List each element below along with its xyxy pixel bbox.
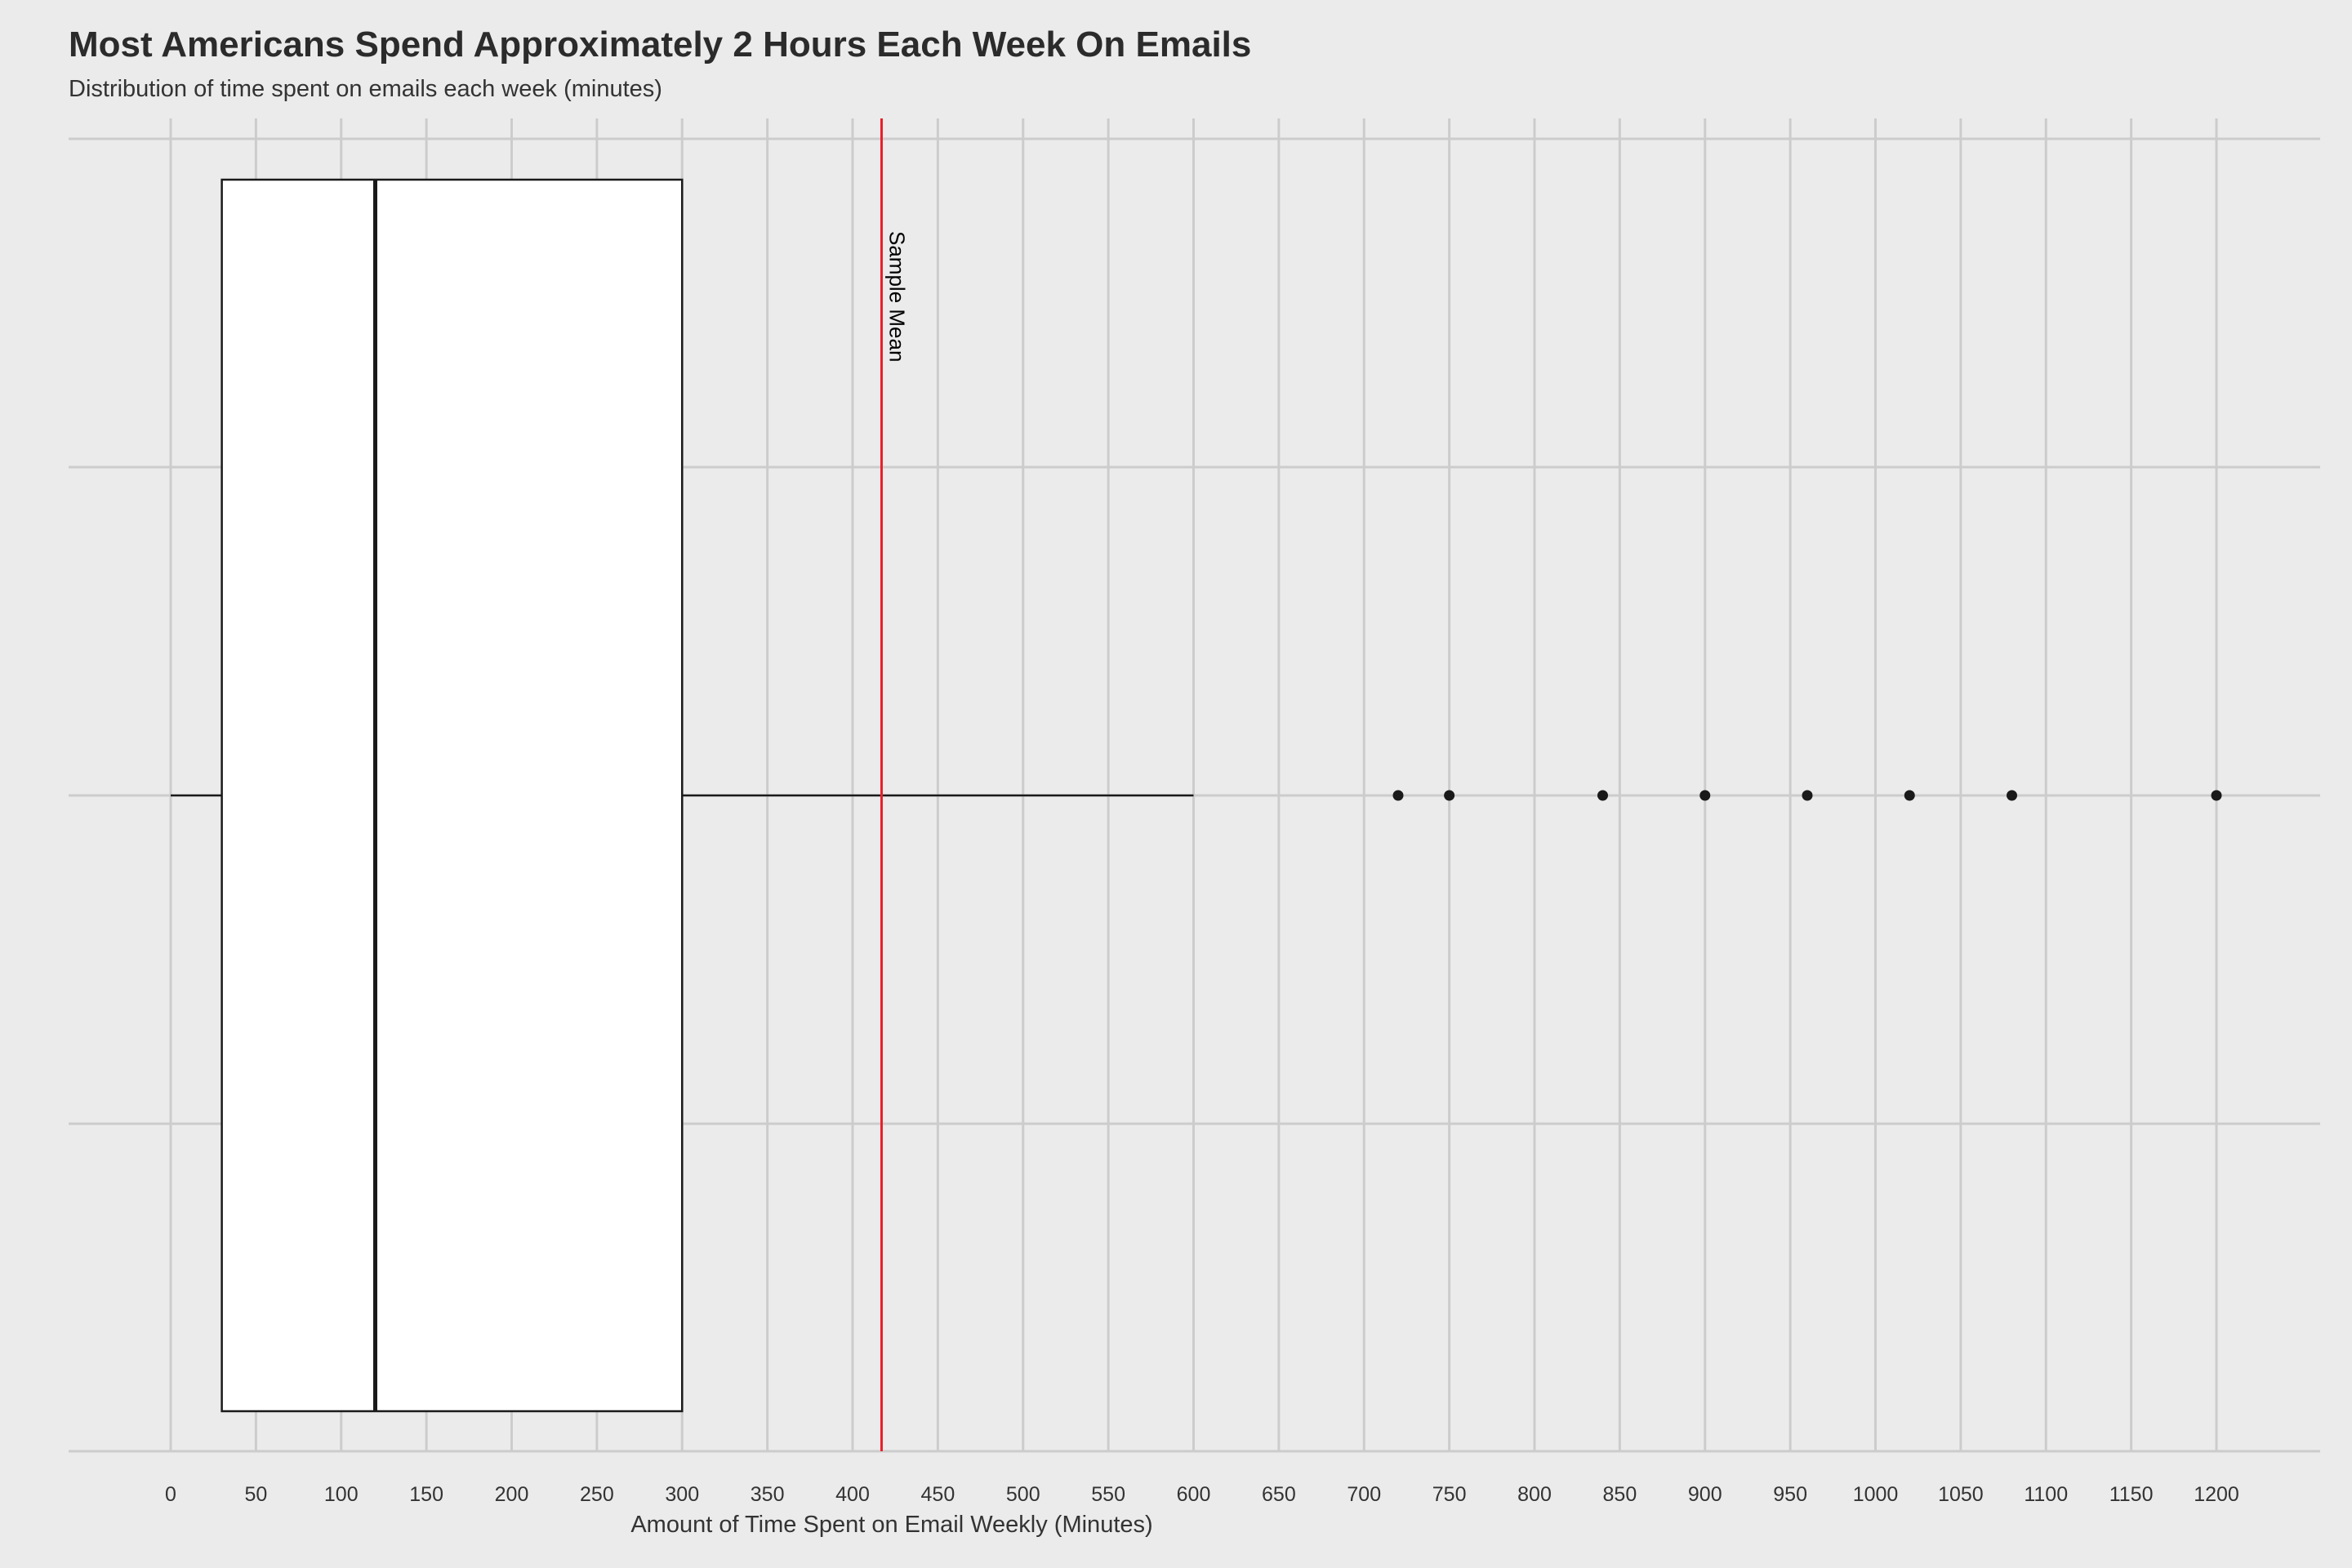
x-tick-label: 200	[495, 1483, 529, 1506]
sample-mean: Sample Mean	[880, 118, 909, 1451]
x-tick-label: 400	[835, 1483, 870, 1506]
outlier-point	[1802, 790, 1813, 801]
x-tick-label: 1100	[2024, 1483, 2068, 1506]
x-tick-label: 100	[324, 1483, 359, 1506]
x-tick-label: 1000	[1853, 1483, 1899, 1506]
x-tick-label: 950	[1773, 1483, 1807, 1506]
outlier-point	[1904, 790, 1915, 801]
boxplot	[171, 178, 1194, 1413]
outlier-point	[1444, 790, 1455, 801]
outlier-point	[1597, 790, 1608, 801]
interquartile-box	[220, 178, 684, 1413]
x-tick-label: 1200	[2194, 1483, 2239, 1506]
x-tick-label: 550	[1091, 1483, 1125, 1506]
x-tick-label: 700	[1347, 1483, 1381, 1506]
x-tick-label: 300	[665, 1483, 699, 1506]
x-axis-title: Amount of Time Spent on Email Weekly (Mi…	[630, 1512, 1152, 1538]
x-tick-label: 250	[580, 1483, 614, 1506]
x-tick-label: 600	[1177, 1483, 1211, 1506]
x-tick-label: 650	[1262, 1483, 1296, 1506]
outlier-point	[2211, 790, 2222, 801]
x-tick-label: 800	[1517, 1483, 1552, 1506]
mean-label: Sample Mean	[884, 231, 909, 362]
x-tick-label: 500	[1006, 1483, 1040, 1506]
x-tick-label: 450	[921, 1483, 956, 1506]
outlier-point	[1392, 790, 1404, 801]
x-tick-label: 750	[1432, 1483, 1467, 1506]
x-tick-label: 900	[1688, 1483, 1722, 1506]
x-tick-label: 850	[1603, 1483, 1637, 1506]
chart-subtitle: Distribution of time spent on emails eac…	[69, 76, 662, 102]
x-tick-label: 1050	[1938, 1483, 1984, 1506]
outlier-point	[2007, 790, 2017, 801]
x-tick-label: 50	[244, 1483, 267, 1506]
x-axis-ticks: 0 50 100 150 200 250 300 350 400 450 500 550 600 650 7…	[165, 1483, 2239, 1506]
outlier-points	[1392, 790, 2222, 801]
x-tick-label: 1150	[2109, 1483, 2154, 1506]
x-tick-label: 0	[165, 1483, 176, 1506]
x-tick-label: 350	[751, 1483, 785, 1506]
outlier-point	[1699, 790, 1711, 801]
x-tick-label: 150	[409, 1483, 443, 1506]
chart-title: Most Americans Spend Approximately 2 Hou…	[69, 24, 1252, 65]
